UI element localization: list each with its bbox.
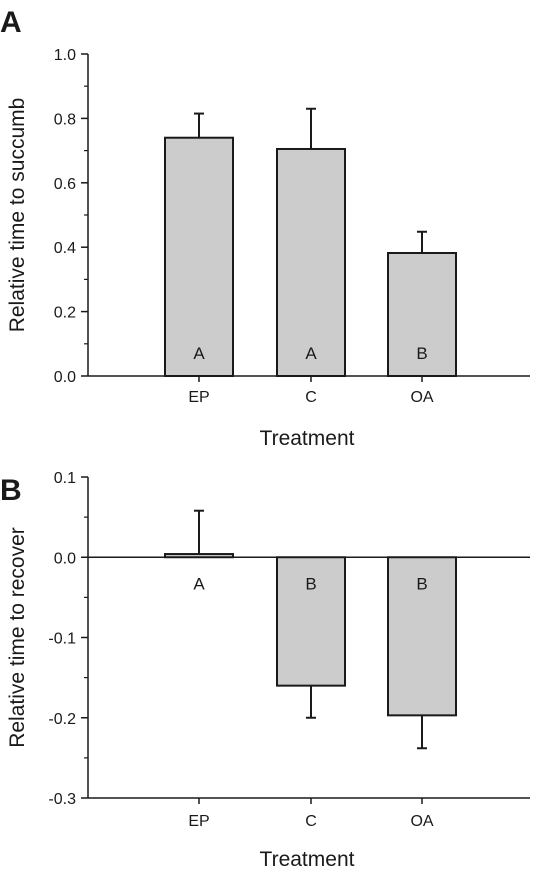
y-tick-label: 0.8	[54, 111, 76, 128]
x-tick-label-c: C	[305, 813, 317, 830]
x-tick-label-ep: EP	[188, 389, 209, 406]
bar-c	[276, 556, 346, 687]
y-tick-label: -0.3	[48, 791, 76, 808]
x-axis-title: Treatment	[260, 848, 355, 871]
y-axis-title: Relative time to succumb	[6, 98, 29, 333]
y-tick-label: -0.1	[48, 631, 76, 648]
x-tick-label-oa: OA	[410, 389, 433, 406]
y-tick-label: 0.1	[54, 470, 76, 487]
significance-letter-ep: A	[193, 574, 205, 593]
significance-letter-ep: A	[193, 344, 205, 363]
y-tick-label: 0.4	[54, 240, 76, 257]
y-tick-label: 1.0	[54, 47, 76, 64]
y-tick-label: -0.2	[48, 711, 76, 728]
x-tick-label-oa: OA	[410, 813, 433, 830]
panel-a: A A EP A C B OA 0.0 0.2 0.4 0.6 0.8 1.0 Treatment Rela…	[0, 6, 530, 450]
y-tick-label: 0.2	[54, 305, 76, 322]
y-tick-label: 0.6	[54, 176, 76, 193]
x-tick-label-ep: EP	[188, 813, 209, 830]
significance-letter-c: B	[305, 574, 316, 593]
bar-oa	[387, 556, 457, 717]
significance-letter-oa: B	[416, 574, 427, 593]
y-tick-label: 0.0	[54, 369, 76, 386]
x-axis-title: Treatment	[260, 427, 355, 450]
panel-label: A	[0, 6, 22, 39]
y-axis-title: Relative time to recover	[6, 527, 29, 748]
panel-b: B A EP B C B OA -0.3 -0.2 -0.1 0.0 0.1 Treatment Rela…	[0, 470, 530, 871]
significance-letter-c: A	[305, 344, 317, 363]
y-tick-label: 0.0	[54, 550, 76, 567]
x-tick-label-c: C	[305, 389, 317, 406]
bar-c	[276, 147, 346, 377]
panel-label: B	[0, 474, 22, 507]
bar-ep	[164, 136, 234, 377]
significance-letter-oa: B	[416, 344, 427, 363]
